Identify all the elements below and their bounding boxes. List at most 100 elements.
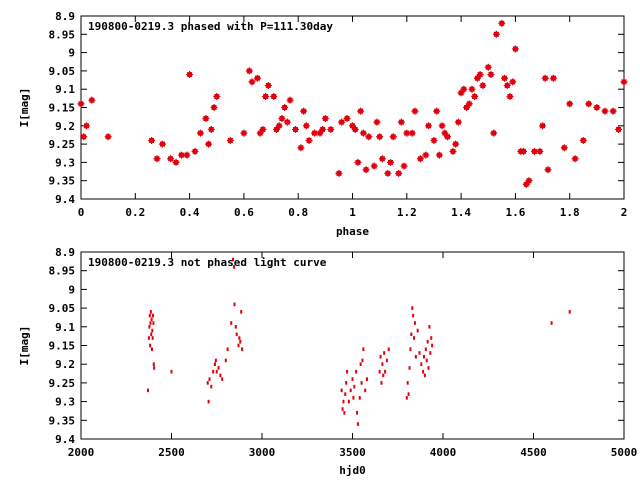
data-point (104, 133, 112, 141)
data-point (362, 347, 365, 352)
data-point (457, 89, 465, 97)
data-point (212, 369, 215, 374)
data-point (449, 147, 457, 155)
phased-light-curve-plot: 8.9 8.95 9 9.05 9.1 9.15 9.2 9.25 9.3 9.35 9.4 0 0.… (18, 10, 628, 238)
y-tick-label: 9.1 (55, 321, 75, 334)
data-point (239, 339, 242, 344)
y-axis-label: I[mag] (18, 88, 31, 128)
data-point (208, 377, 211, 381)
data-point (452, 140, 460, 148)
axis-ticks (80, 15, 625, 200)
data-point (344, 392, 347, 396)
x-tick-label: 3500 (339, 446, 366, 459)
y-tick-label: 9 (68, 283, 75, 296)
data-point (305, 136, 313, 144)
y-tick-label: 9.3 (55, 156, 75, 169)
x-tick-label: 2000 (68, 446, 95, 459)
x-tick-label: 1.8 (560, 206, 580, 219)
data-point (384, 169, 392, 177)
y-tick-label: 9.25 (49, 138, 76, 151)
data-point (240, 129, 248, 137)
data-point (412, 313, 415, 318)
data-point (425, 122, 433, 130)
data-point (207, 399, 210, 404)
x-tick-label: 0.8 (288, 206, 308, 219)
data-point (270, 93, 278, 101)
data-point (206, 381, 209, 385)
x-axis-label: phase (336, 225, 369, 238)
data-point (400, 162, 408, 170)
data-point (214, 358, 217, 363)
data-point (383, 351, 386, 355)
data-point (430, 336, 433, 340)
x-tick-label: 2 (621, 206, 628, 219)
data-point (170, 369, 173, 374)
data-point (349, 388, 352, 393)
data-point (147, 336, 150, 340)
data-point (378, 155, 386, 163)
data-point (80, 133, 88, 141)
data-point (335, 169, 343, 177)
x-tick-label: 1.6 (505, 206, 525, 219)
data-point (357, 107, 365, 115)
data-point (338, 118, 346, 126)
data-point (435, 151, 443, 159)
data-point (300, 107, 308, 115)
data-point (151, 328, 154, 333)
data-point (342, 399, 345, 404)
data-point (460, 85, 468, 93)
data-point (431, 343, 434, 348)
data-point (349, 122, 356, 130)
data-point (183, 151, 191, 159)
data-point (343, 411, 346, 415)
data-point (539, 122, 547, 130)
data-point (172, 158, 180, 166)
data-point (418, 351, 421, 355)
data-point (275, 122, 283, 130)
y-tick-label: 9.2 (55, 120, 75, 133)
data-point (77, 100, 85, 108)
x-tick-label: 0.2 (125, 206, 145, 219)
data-point (479, 82, 487, 90)
y-tick-labels: 8.9 8.95 9 9.05 9.1 9.15 9.2 9.25 9.3 9.35 9.4 (49, 10, 76, 206)
data-point (351, 125, 359, 133)
y-tick-label: 9.2 (55, 358, 75, 371)
data-points (146, 257, 571, 426)
data-point (150, 317, 153, 322)
y-tick-label: 9.05 (49, 65, 76, 78)
data-point (202, 114, 210, 122)
data-point (240, 310, 243, 314)
data-point (536, 147, 544, 155)
data-point (397, 118, 405, 126)
data-point (429, 351, 432, 355)
data-point (376, 133, 384, 141)
data-point (232, 265, 235, 269)
data-point (262, 93, 270, 101)
data-point (230, 321, 233, 325)
data-point (501, 74, 509, 82)
data-point (351, 377, 354, 381)
data-point (88, 96, 96, 104)
data-point (146, 388, 149, 393)
data-point (601, 107, 609, 115)
data-point (341, 407, 344, 411)
data-point (620, 78, 628, 86)
data-point (422, 369, 425, 374)
data-point (152, 313, 155, 318)
data-point (361, 358, 364, 363)
data-points (77, 19, 628, 188)
y-tick-label: 9.35 (49, 175, 76, 188)
data-point (286, 96, 294, 104)
data-point (365, 377, 368, 381)
data-point (213, 93, 221, 101)
data-point (302, 122, 310, 130)
data-point (358, 396, 361, 400)
data-point (291, 125, 299, 133)
x-tick-label: 1 (349, 206, 356, 219)
data-point (238, 336, 241, 340)
data-point (433, 107, 441, 115)
data-point (149, 343, 152, 348)
data-point (387, 158, 395, 166)
data-point (438, 122, 446, 130)
